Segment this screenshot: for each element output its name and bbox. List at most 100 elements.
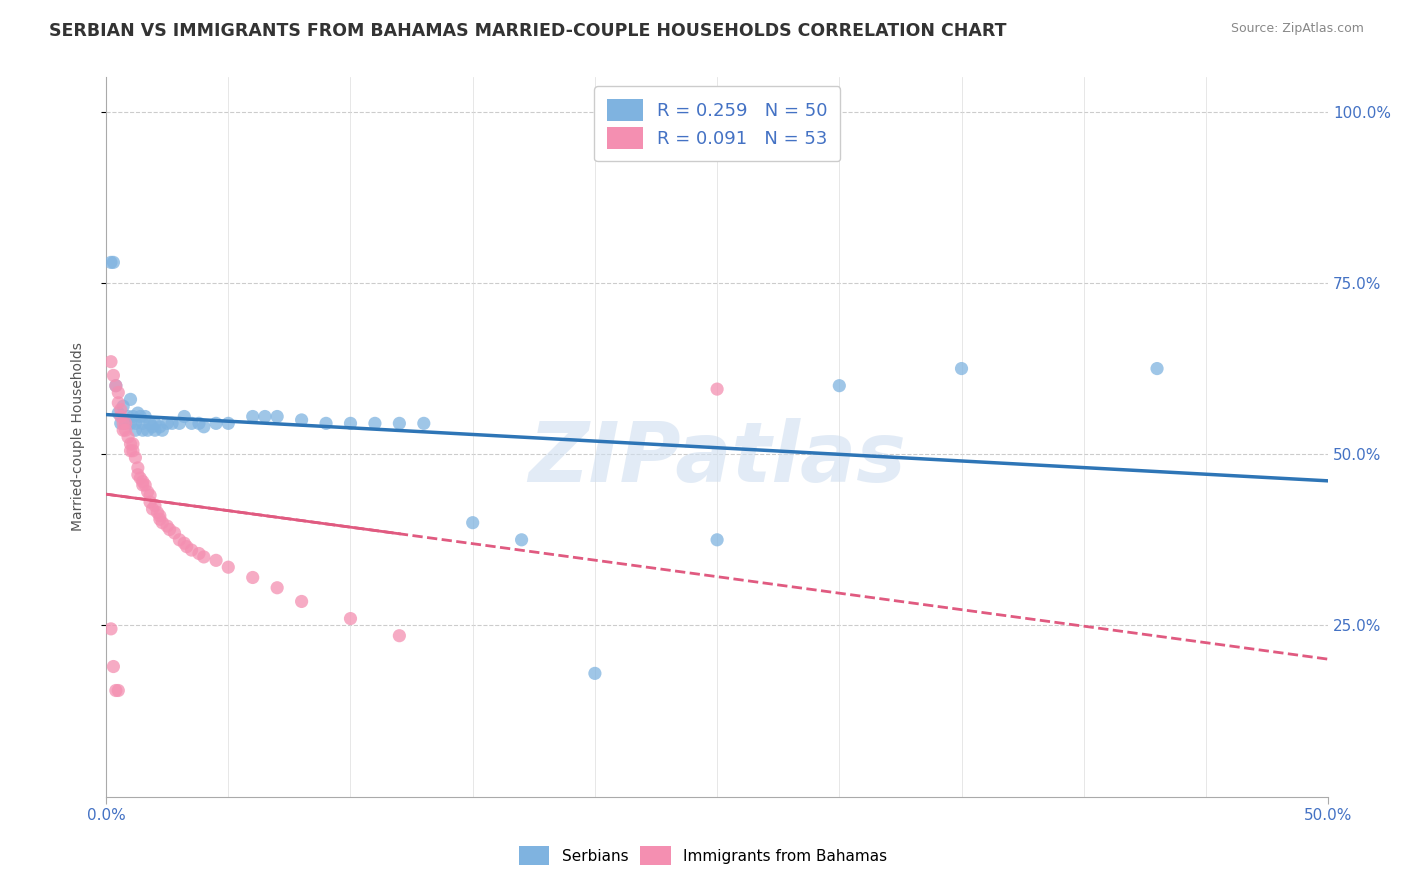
Point: [110, 417, 132, 431]
Point: [112, 423, 135, 437]
Point: [132, 417, 155, 431]
Point: [291, 594, 314, 608]
Point: [134, 478, 156, 492]
Point: [706, 382, 728, 396]
Point: [132, 423, 155, 437]
Point: [103, 368, 125, 383]
Point: [100, 355, 122, 369]
Point: [143, 417, 166, 431]
Point: [124, 423, 146, 437]
Point: [107, 396, 129, 410]
Point: [114, 423, 136, 437]
Point: [159, 523, 181, 537]
Point: [173, 536, 195, 550]
Point: [104, 683, 127, 698]
Point: [242, 409, 264, 424]
Point: [132, 478, 155, 492]
Point: [156, 519, 179, 533]
Point: [122, 437, 145, 451]
Point: [388, 417, 411, 431]
Point: [205, 417, 228, 431]
Point: [180, 543, 202, 558]
Point: [217, 417, 239, 431]
Point: [107, 406, 129, 420]
Point: [339, 611, 361, 625]
Point: [104, 378, 127, 392]
Point: [706, 533, 728, 547]
Point: [114, 417, 136, 431]
Point: [188, 417, 211, 431]
Point: [150, 516, 173, 530]
Point: [112, 399, 135, 413]
Point: [107, 683, 129, 698]
Point: [117, 409, 139, 424]
Point: [120, 392, 142, 407]
Point: [828, 378, 851, 392]
Legend: Serbians, Immigrants from Bahamas: Serbians, Immigrants from Bahamas: [513, 840, 893, 871]
Point: [112, 417, 135, 431]
Point: [129, 471, 152, 485]
Point: [110, 409, 132, 424]
Point: [141, 419, 163, 434]
Point: [266, 581, 288, 595]
Point: [163, 525, 186, 540]
Point: [205, 553, 228, 567]
Point: [180, 417, 202, 431]
Point: [120, 437, 142, 451]
Text: Source: ZipAtlas.com: Source: ZipAtlas.com: [1230, 22, 1364, 36]
Point: [127, 467, 149, 482]
Point: [149, 419, 172, 434]
Point: [139, 488, 162, 502]
Point: [149, 512, 172, 526]
Point: [114, 417, 136, 431]
Point: [117, 430, 139, 444]
Point: [120, 417, 142, 431]
Point: [315, 417, 337, 431]
Point: [103, 255, 125, 269]
Point: [461, 516, 484, 530]
Point: [388, 629, 411, 643]
Point: [169, 533, 191, 547]
Point: [146, 505, 169, 519]
Point: [129, 409, 152, 424]
Point: [266, 409, 288, 424]
Point: [950, 361, 973, 376]
Legend: R = 0.259   N = 50, R = 0.091   N = 53: R = 0.259 N = 50, R = 0.091 N = 53: [593, 87, 841, 161]
Text: SERBIAN VS IMMIGRANTS FROM BAHAMAS MARRIED-COUPLE HOUSEHOLDS CORRELATION CHART: SERBIAN VS IMMIGRANTS FROM BAHAMAS MARRI…: [49, 22, 1007, 40]
Point: [217, 560, 239, 574]
Point: [253, 409, 276, 424]
Point: [242, 570, 264, 584]
Point: [583, 666, 606, 681]
Point: [160, 417, 183, 431]
Point: [193, 419, 215, 434]
Point: [124, 450, 146, 465]
Point: [176, 540, 198, 554]
Point: [132, 475, 155, 489]
Point: [339, 417, 361, 431]
Point: [1146, 361, 1168, 376]
Point: [100, 622, 122, 636]
Point: [193, 549, 215, 564]
Point: [143, 423, 166, 437]
Point: [134, 409, 156, 424]
Point: [122, 443, 145, 458]
Point: [107, 385, 129, 400]
Point: [141, 502, 163, 516]
Point: [103, 659, 125, 673]
Point: [510, 533, 533, 547]
Point: [139, 495, 162, 509]
Point: [149, 508, 172, 523]
Point: [291, 413, 314, 427]
Point: [124, 417, 146, 431]
Point: [104, 378, 127, 392]
Point: [150, 423, 173, 437]
Point: [139, 417, 162, 431]
Point: [412, 417, 434, 431]
Point: [364, 417, 387, 431]
Point: [120, 443, 142, 458]
Point: [156, 417, 179, 431]
Point: [127, 406, 149, 420]
Point: [136, 484, 159, 499]
Point: [100, 255, 122, 269]
Point: [173, 409, 195, 424]
